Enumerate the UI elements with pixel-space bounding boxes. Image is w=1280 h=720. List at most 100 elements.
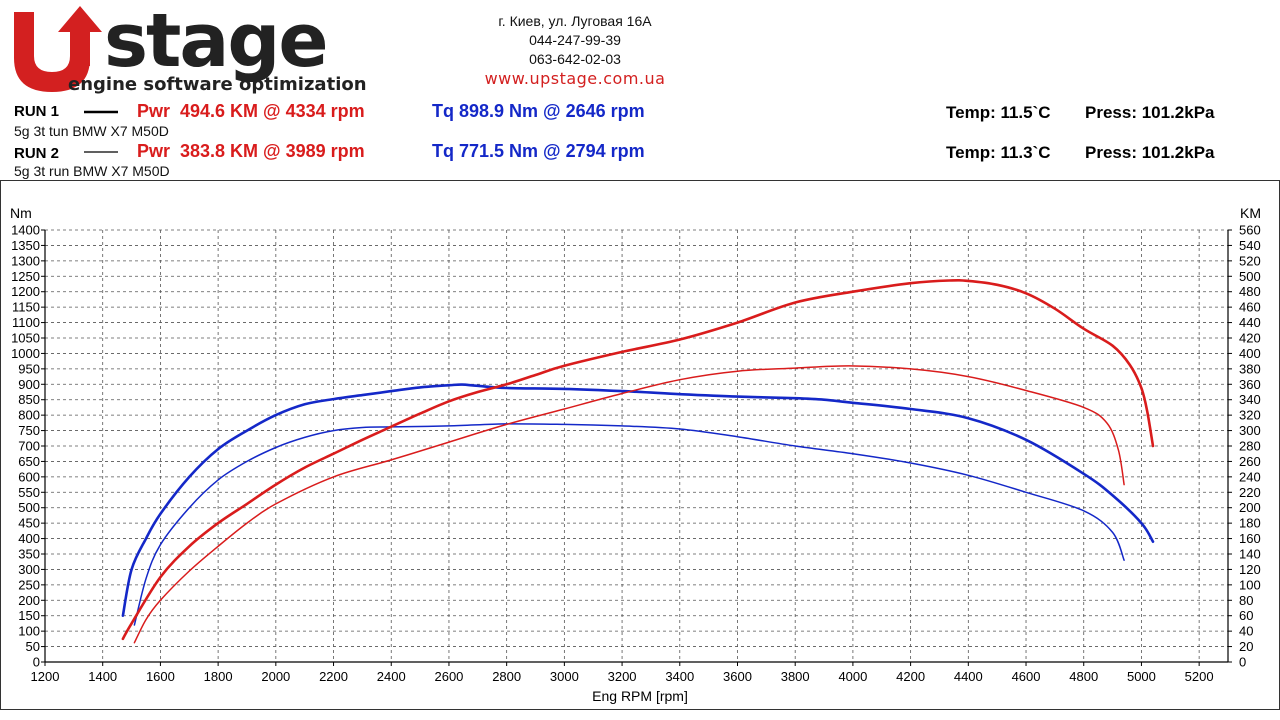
y-tick-label-left: 250: [18, 577, 40, 592]
x-tick-label: 1200: [31, 669, 60, 684]
y-tick-label-left: 1250: [11, 269, 40, 284]
x-tick-label: 4200: [896, 669, 925, 684]
y-tick-label-right: 400: [1239, 346, 1261, 361]
y-tick-label-left: 400: [18, 531, 40, 546]
x-tick-label: 4600: [1012, 669, 1041, 684]
x-tick-label: 2600: [434, 669, 463, 684]
y-tick-label-left: 150: [18, 608, 40, 623]
y-tick-label-right: 220: [1239, 485, 1261, 500]
x-tick-label: 2200: [319, 669, 348, 684]
y-tick-label-right: 180: [1239, 516, 1261, 531]
y-tick-label-left: 500: [18, 500, 40, 515]
x-tick-label: 2000: [261, 669, 290, 684]
logo-wordmark: stage: [104, 4, 327, 84]
run-1-torque: Tq 898.9 Nm @ 2646 rpm: [432, 101, 645, 121]
logo-arrow-icon: [58, 6, 102, 66]
y-tick-label-left: 1100: [12, 315, 40, 330]
phone-1: 044-247-99-39: [529, 32, 621, 48]
chart-frame: [0, 180, 1280, 710]
x-axis-label: Eng RPM [rpm]: [592, 688, 688, 704]
y-tick-label-right: 80: [1239, 593, 1253, 608]
y-tick-label-right: 340: [1239, 392, 1261, 407]
run-2-press: Press: 101.2kPa: [1085, 143, 1215, 162]
run-1-temp: Temp: 11.5`C: [946, 103, 1051, 122]
y-tick-label-right: 240: [1239, 469, 1261, 484]
logo-tagline: engine software optimization: [68, 74, 367, 95]
x-tick-label: 5000: [1127, 669, 1156, 684]
run-2-temp: Temp: 11.3`C: [946, 143, 1051, 162]
y-tick-label-right: 200: [1239, 500, 1261, 515]
y-tick-label-left: 650: [18, 454, 40, 469]
series-line-torque-run-1: [121, 383, 1155, 617]
y-tick-label-right: 500: [1239, 269, 1261, 284]
y-tick-label-left: 1300: [11, 253, 40, 268]
y-tick-label-left: 550: [18, 485, 40, 500]
y-tick-label-left: 1150: [12, 300, 40, 315]
x-tick-label: 3200: [608, 669, 637, 684]
y-tick-label-left: 200: [18, 593, 40, 608]
y-tick-label-right: 40: [1239, 624, 1253, 639]
y-tick-label-left: 850: [18, 392, 40, 407]
x-tick-label: 5200: [1185, 669, 1214, 684]
x-tick-label: 3600: [723, 669, 752, 684]
y-tick-label-left: 750: [18, 423, 40, 438]
y-tick-label-left: 900: [18, 377, 40, 392]
y-tick-label-left: 1050: [11, 331, 40, 346]
x-tick-label: 4800: [1069, 669, 1098, 684]
chart-tick-labels: 0501001502002503003504004505005506006507…: [11, 223, 1261, 685]
series-line-torque-run-2: [133, 423, 1125, 626]
x-tick-label: 1400: [88, 669, 117, 684]
y-tick-label-right: 160: [1239, 531, 1261, 546]
y-tick-label-right: 420: [1239, 331, 1261, 346]
run-1-power: Pwr 494.6 KM @ 4334 rpm: [137, 101, 365, 121]
website-link[interactable]: www.upstage.com.ua: [484, 69, 666, 88]
y-tick-label-left: 600: [18, 469, 40, 484]
y-tick-label-left: 700: [18, 439, 40, 454]
y-tick-label-right: 280: [1239, 439, 1261, 454]
run-2-description: 5g 3t run BMW X7 M50D: [14, 163, 170, 179]
x-tick-label: 1800: [204, 669, 233, 684]
y-tick-label-left: 100: [18, 624, 40, 639]
y-tick-label-left: 300: [18, 562, 40, 577]
chart-axes: [41, 229, 1232, 666]
x-tick-label: 4400: [954, 669, 983, 684]
chart-curves: [121, 278, 1155, 644]
x-tick-label: 4000: [838, 669, 867, 684]
y-tick-label-right: 300: [1239, 423, 1261, 438]
y-tick-label-left: 0: [33, 655, 40, 670]
y-tick-label-right: 360: [1239, 377, 1261, 392]
y-tick-label-right: 460: [1239, 300, 1261, 315]
address: г. Киев, ул. Луговая 16А: [498, 13, 652, 29]
upstage-logo: stage engine software optimization: [14, 4, 367, 95]
y-tick-label-right: 260: [1239, 454, 1261, 469]
y-tick-label-right: 20: [1239, 639, 1253, 654]
x-tick-label: 2400: [377, 669, 406, 684]
y-tick-label-right: 320: [1239, 408, 1261, 423]
y-tick-label-left: 450: [18, 516, 40, 531]
y-tick-label-right: 100: [1239, 577, 1261, 592]
x-tick-label: 1600: [146, 669, 175, 684]
run-2-power: Pwr 383.8 KM @ 3989 rpm: [137, 141, 365, 161]
y-axis-left-label: Nm: [10, 205, 32, 221]
contact-block: г. Киев, ул. Луговая 16А 044-247-99-39 0…: [420, 12, 730, 88]
y-tick-label-right: 60: [1239, 608, 1253, 623]
y-axis-right-label: KM: [1240, 205, 1261, 221]
run-1-label: RUN 1: [14, 103, 60, 120]
y-tick-label-right: 560: [1239, 223, 1261, 238]
x-tick-label: 2800: [492, 669, 521, 684]
y-tick-label-left: 950: [18, 361, 40, 376]
y-tick-label-left: 350: [18, 547, 40, 562]
y-tick-label-left: 50: [26, 639, 40, 654]
run-2-label: RUN 2: [14, 145, 60, 162]
series-line-power-run-2: [133, 365, 1125, 644]
run-2-torque: Tq 771.5 Nm @ 2794 rpm: [432, 141, 645, 161]
y-tick-label-left: 1200: [11, 284, 40, 299]
y-tick-label-right: 0: [1239, 655, 1246, 670]
y-tick-label-right: 540: [1239, 238, 1261, 253]
y-tick-label-right: 140: [1239, 547, 1261, 562]
x-tick-label: 3000: [550, 669, 579, 684]
run-2-line-style: [84, 151, 118, 153]
x-tick-label: 3800: [781, 669, 810, 684]
y-tick-label-right: 480: [1239, 284, 1261, 299]
y-tick-label-left: 1350: [11, 238, 40, 253]
